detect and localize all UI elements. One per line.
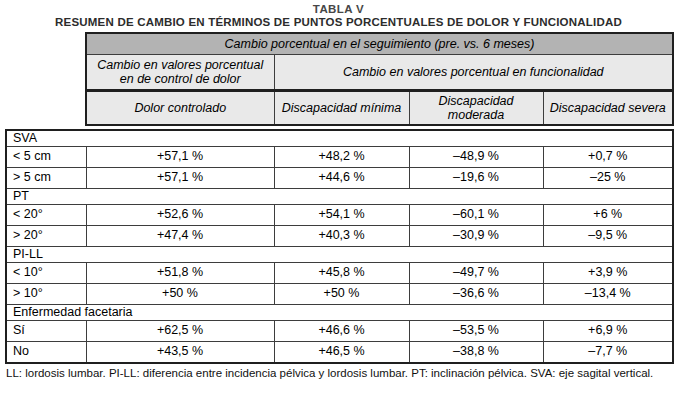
header-group-function-cell: Cambio en valores porcentual en funciona… bbox=[274, 55, 673, 91]
section-row-enfermedad-facetaria: Enfermedad facetaria bbox=[6, 305, 673, 321]
row-label: > 5 cm bbox=[6, 168, 86, 189]
value-cell: +40,3 % bbox=[274, 226, 409, 247]
value-cell: –48,9 % bbox=[409, 147, 543, 168]
value-cell: +44,6 % bbox=[274, 168, 409, 189]
value-cell: +45,8 % bbox=[274, 263, 409, 284]
results-table: SVA < 5 cm +57,1 % +48,2 % –48,9 % +0,7 … bbox=[5, 129, 674, 364]
row-label: No bbox=[6, 342, 86, 364]
row-label: Sí bbox=[6, 321, 86, 342]
table-row-pill-gt10: > 10° +50 % +50 % –36,6 % –13,4 % bbox=[6, 284, 673, 305]
value-cell: +6,9 % bbox=[543, 321, 673, 342]
table-number-title: TABLA V bbox=[0, 3, 677, 15]
table-figure-page: TABLA V RESUMEN DE CAMBIO EN TÉRMINOS DE… bbox=[0, 0, 677, 406]
header-row-groups: Cambio en valores porcentual en de contr… bbox=[86, 55, 673, 91]
value-cell: +50 % bbox=[274, 284, 409, 305]
value-cell: +3,9 % bbox=[543, 263, 673, 284]
value-cell: –9,5 % bbox=[543, 226, 673, 247]
section-label: SVA bbox=[6, 130, 673, 147]
row-label: < 10° bbox=[6, 263, 86, 284]
table-row-pt-lt20: < 20° +52,6 % +54,1 % –60,1 % +6 % bbox=[6, 205, 673, 226]
table-row-facet-si: Sí +62,5 % +46,6 % –53,5 % +6,9 % bbox=[6, 321, 673, 342]
value-cell: +54,1 % bbox=[274, 205, 409, 226]
value-cell: –19,6 % bbox=[409, 168, 543, 189]
header-row-columns: Dolor controlado Discapacidad mínima Dis… bbox=[86, 91, 673, 126]
value-cell: +46,6 % bbox=[274, 321, 409, 342]
section-row-sva: SVA bbox=[6, 130, 673, 147]
table-footnote: LL: lordosis lumbar. PI-LL: diferencia e… bbox=[6, 367, 668, 379]
table-row-sva-gt5cm: > 5 cm +57,1 % +44,6 % –19,6 % –25 % bbox=[6, 168, 673, 189]
table-row-sva-lt5cm: < 5 cm +57,1 % +48,2 % –48,9 % +0,7 % bbox=[6, 147, 673, 168]
col-header-discapacidad-moderada: Discapacidad moderada bbox=[409, 91, 543, 126]
table-description-title: RESUMEN DE CAMBIO EN TÉRMINOS DE PUNTOS … bbox=[0, 16, 677, 28]
section-label: PT bbox=[6, 189, 673, 205]
value-cell: +6 % bbox=[543, 205, 673, 226]
header-group-pain-cell: Cambio en valores porcentual en de contr… bbox=[86, 55, 274, 91]
value-cell: –49,7 % bbox=[409, 263, 543, 284]
header-row-followup: Cambio porcentual en el seguimiento (pre… bbox=[86, 33, 673, 55]
value-cell: +50 % bbox=[86, 284, 274, 305]
value-cell: –38,8 % bbox=[409, 342, 543, 364]
section-row-pt: PT bbox=[6, 189, 673, 205]
table-row-pt-gt20: > 20° +47,4 % +40,3 % –30,9 % –9,5 % bbox=[6, 226, 673, 247]
section-label: PI-LL bbox=[6, 247, 673, 263]
section-label: Enfermedad facetaria bbox=[6, 305, 673, 321]
row-label: < 5 cm bbox=[6, 147, 86, 168]
value-cell: +52,6 % bbox=[86, 205, 274, 226]
value-cell: +62,5 % bbox=[86, 321, 274, 342]
value-cell: +48,2 % bbox=[274, 147, 409, 168]
row-label: < 20° bbox=[6, 205, 86, 226]
value-cell: –36,6 % bbox=[409, 284, 543, 305]
value-cell: +0,7 % bbox=[543, 147, 673, 168]
column-header-table: Cambio porcentual en el seguimiento (pre… bbox=[85, 32, 674, 126]
value-cell: –13,4 % bbox=[543, 284, 673, 305]
value-cell: +57,1 % bbox=[86, 147, 274, 168]
col-header-discapacidad-minima: Discapacidad mínima bbox=[274, 91, 409, 126]
value-cell: –25 % bbox=[543, 168, 673, 189]
header-followup-cell: Cambio porcentual en el seguimiento (pre… bbox=[86, 33, 673, 55]
col-header-dolor-controlado: Dolor controlado bbox=[86, 91, 274, 126]
value-cell: –53,5 % bbox=[409, 321, 543, 342]
value-cell: –60,1 % bbox=[409, 205, 543, 226]
value-cell: –30,9 % bbox=[409, 226, 543, 247]
table-row-pill-lt10: < 10° +51,8 % +45,8 % –49,7 % +3,9 % bbox=[6, 263, 673, 284]
value-cell: +51,8 % bbox=[86, 263, 274, 284]
value-cell: +47,4 % bbox=[86, 226, 274, 247]
value-cell: +43,5 % bbox=[86, 342, 274, 364]
table-row-facet-no: No +43,5 % +46,5 % –38,8 % –7,7 % bbox=[6, 342, 673, 364]
col-header-discapacidad-severa: Discapacidad severa bbox=[543, 91, 673, 126]
table-caption: TABLA V RESUMEN DE CAMBIO EN TÉRMINOS DE… bbox=[0, 0, 677, 28]
section-row-pill: PI-LL bbox=[6, 247, 673, 263]
row-label: > 10° bbox=[6, 284, 86, 305]
value-cell: +57,1 % bbox=[86, 168, 274, 189]
row-label: > 20° bbox=[6, 226, 86, 247]
value-cell: –7,7 % bbox=[543, 342, 673, 364]
value-cell: +46,5 % bbox=[274, 342, 409, 364]
